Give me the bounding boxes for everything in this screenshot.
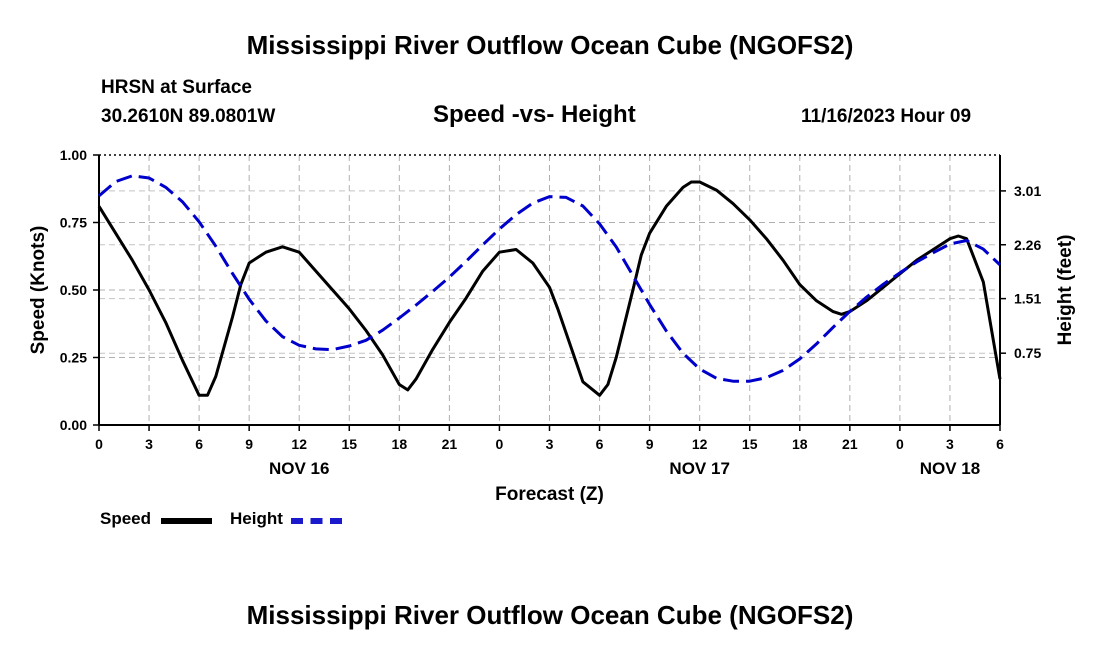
x-tick-label: 0 (95, 436, 103, 452)
x-tick-label: 21 (842, 436, 858, 452)
x-tick-label: 18 (792, 436, 808, 452)
x-tick-label: 0 (496, 436, 504, 452)
y-right-tick-label: 3.01 (1014, 183, 1041, 199)
y-right-tick-label: 1.51 (1014, 291, 1041, 307)
y-left-tick-label: 0.75 (60, 215, 87, 231)
x-axis-title: Forecast (Z) (495, 484, 604, 505)
x-tick-label: 3 (946, 436, 954, 452)
x-day-label: NOV 16 (269, 459, 329, 478)
x-tick-label: 15 (742, 436, 758, 452)
legend-height-swatch (291, 518, 342, 524)
series-line-height (98, 174, 1002, 383)
y-left-tick-label: 1.00 (60, 147, 87, 163)
x-tick-label: 21 (442, 436, 458, 452)
x-tick-label: 9 (245, 436, 253, 452)
x-tick-label: 0 (896, 436, 904, 452)
x-tick-label: 3 (145, 436, 153, 452)
station-label: HRSN at Surface (101, 77, 252, 98)
y-left-tick-label: 0.00 (60, 417, 87, 433)
coordinates-label: 30.2610N 89.0801W (101, 106, 276, 127)
legend-height-label: Height (230, 509, 283, 528)
y-left-axis-title: Speed (Knots) (28, 226, 49, 355)
y-left-tick-label: 0.25 (60, 350, 87, 366)
x-tick-label: 6 (596, 436, 604, 452)
forecast-date: 11/16/2023 Hour 09 (801, 106, 972, 127)
x-tick-label: 18 (392, 436, 408, 452)
y-right-tick-label: 0.75 (1014, 345, 1041, 361)
x-tick-label: 15 (341, 436, 357, 452)
x-tick-label: 6 (996, 436, 1004, 452)
footer-title: Mississippi River Outflow Ocean Cube (NG… (246, 600, 854, 630)
legend-speed-swatch (161, 518, 212, 524)
y-right-tick-label: 2.26 (1014, 237, 1041, 253)
y-left-tick-label: 0.50 (60, 282, 87, 298)
series-line-speed (97, 180, 1002, 397)
x-tick-label: 12 (692, 436, 708, 452)
x-day-label: NOV 17 (669, 459, 729, 478)
x-tick-label: 9 (646, 436, 654, 452)
x-day-label: NOV 18 (920, 459, 980, 478)
chart-title: Speed -vs- Height (433, 101, 636, 128)
x-tick-label: 6 (195, 436, 203, 452)
y-right-axis-title: Height (feet) (1055, 235, 1076, 346)
x-tick-label: 12 (291, 436, 307, 452)
legend-speed-label: Speed (100, 509, 152, 528)
x-tick-label: 3 (546, 436, 554, 452)
main-title: Mississippi River Outflow Ocean Cube (NG… (246, 30, 854, 60)
